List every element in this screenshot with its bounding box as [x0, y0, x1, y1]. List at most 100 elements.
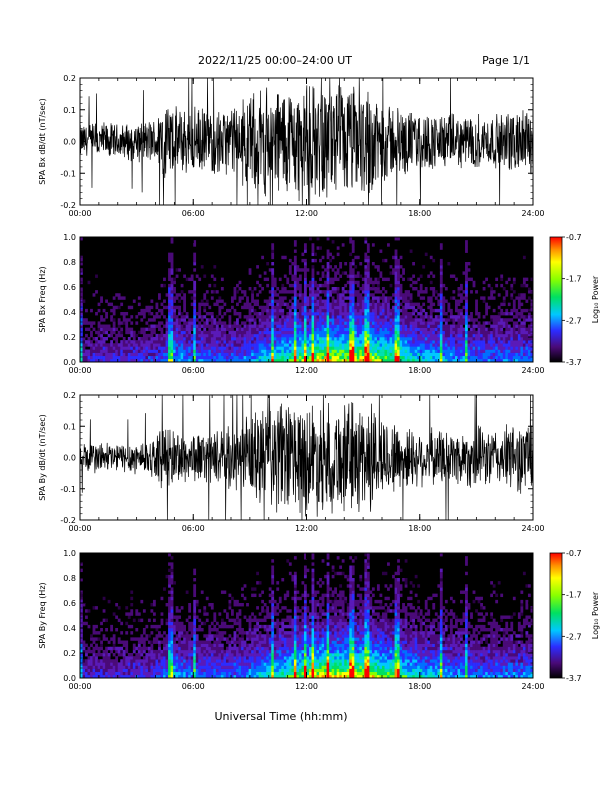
spectrogram-cell: [127, 653, 131, 657]
spectrogram-cell: [321, 299, 325, 303]
spectrogram-cell: [311, 296, 315, 300]
spectrogram-cell: [168, 293, 171, 297]
spectrogram-cell: [185, 346, 189, 350]
spectrogram-cell: [319, 349, 322, 353]
spectrogram-cell: [417, 277, 421, 282]
spectrogram-cell: [218, 343, 222, 347]
spectrogram-cell: [152, 324, 156, 328]
spectrogram-cell: [281, 312, 285, 316]
spectrogram-cell: [344, 333, 348, 338]
spectrogram-cell: [303, 271, 307, 275]
spectrogram-cell: [155, 628, 159, 632]
spectrogram-cell: [160, 308, 164, 313]
spectrogram-cell: [465, 246, 468, 250]
spectrogram-cell: [346, 290, 350, 294]
spectrogram-cell: [195, 646, 199, 651]
spectrogram-cell: [183, 662, 186, 666]
spectrogram-cell: [253, 352, 257, 357]
spectrogram-cell: [243, 321, 247, 325]
spectrogram-cell: [434, 340, 438, 344]
spectrogram-cell: [296, 318, 300, 322]
spectrogram-cell: [125, 346, 129, 350]
x-tick-label: 12:00: [295, 524, 318, 533]
spectrogram-cell: [80, 612, 83, 616]
spectrogram-cell: [439, 265, 443, 269]
spectrogram-cell: [140, 653, 144, 657]
spectrogram-cell: [472, 340, 476, 344]
spectrogram-cell: [346, 315, 350, 319]
spectrogram-cell: [283, 296, 287, 300]
spectrogram-cell: [110, 637, 114, 641]
spectrogram-cell: [364, 296, 368, 300]
spectrogram-cell: [130, 659, 134, 663]
spectrogram-cell: [422, 318, 426, 322]
spectrogram-cell: [374, 296, 378, 300]
spectrogram-cell: [444, 340, 448, 344]
spectrogram-cell: [208, 659, 212, 663]
spectrogram-cell: [439, 337, 443, 341]
spectrogram-cell: [190, 656, 194, 660]
spectrogram-cell: [130, 662, 134, 666]
spectrogram-cell: [175, 346, 179, 350]
spectrogram-cell: [150, 671, 154, 676]
spectrogram-cell: [246, 302, 249, 307]
spectrogram-cell: [505, 333, 509, 338]
spectrogram-cell: [399, 265, 403, 269]
spectrogram-cell: [147, 668, 151, 673]
spectrogram-cell: [522, 255, 526, 260]
spectrogram-cell: [311, 243, 315, 247]
spectrogram-cell: [316, 352, 320, 357]
spectrogram-cell: [130, 637, 134, 641]
spectrogram-cell: [233, 293, 237, 297]
spectrogram-cell: [364, 315, 368, 319]
spectrogram-cell: [349, 280, 353, 285]
spectrogram-cell: [424, 355, 428, 360]
spectrogram-cell: [424, 352, 428, 357]
spectrogram-cell: [80, 237, 83, 241]
spectrogram-cell: [170, 562, 174, 566]
spectrogram-cell: [170, 346, 174, 350]
spectrogram-cell: [150, 340, 154, 344]
spectrogram-cell: [198, 321, 202, 325]
spectrogram-cell: [95, 340, 98, 344]
spectrogram-cell: [462, 321, 466, 325]
spectrogram-cell: [168, 324, 171, 328]
spectrogram-cell: [278, 340, 282, 344]
spectrogram-cell: [419, 346, 423, 350]
spectrogram-cell: [132, 346, 136, 350]
spectrogram-cell: [465, 337, 468, 341]
spectrogram-cell: [95, 312, 98, 316]
spectrogram-cell: [467, 340, 471, 344]
spectrogram-cell: [298, 352, 302, 357]
spectrogram-cell: [341, 333, 345, 338]
spectrogram-cell: [512, 330, 516, 335]
spectrogram-cell: [351, 268, 355, 272]
spectrogram-cell: [382, 358, 385, 363]
spectrogram-cell: [460, 324, 463, 328]
spectrogram-cell: [530, 327, 534, 332]
spectrogram-cell: [394, 290, 398, 294]
spectrogram-cell: [233, 324, 237, 328]
spectrogram-cell: [127, 358, 131, 363]
spectrogram-cell: [517, 333, 521, 338]
spectrogram-cell: [190, 358, 194, 363]
spectrogram-cell: [507, 277, 511, 282]
spectrogram-cell: [215, 355, 219, 360]
spectrogram-cell: [369, 318, 373, 322]
spectrogram-cell: [344, 337, 348, 341]
spectrogram-cell: [220, 287, 224, 291]
spectrogram-cell: [150, 299, 154, 303]
spectrogram-cell: [90, 324, 93, 328]
spectrogram-cell: [472, 283, 476, 288]
spectrogram-cell: [394, 283, 398, 288]
spectrogram-cell: [263, 352, 267, 357]
spectrogram-cell: [150, 653, 154, 657]
spectrogram-cell: [527, 330, 531, 335]
spectrogram-cell: [314, 349, 317, 353]
spectrogram-cell: [439, 277, 443, 282]
spectrogram-cell: [364, 355, 368, 360]
spectrogram-cell: [185, 333, 189, 338]
spectrogram-cell: [193, 290, 197, 294]
spectrogram-cell: [135, 671, 139, 676]
